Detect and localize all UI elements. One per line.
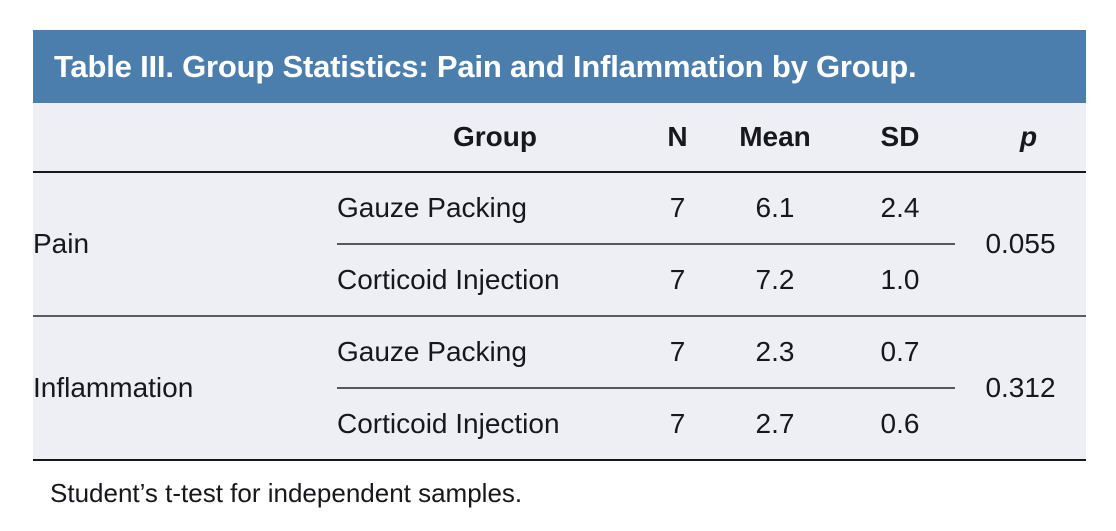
statistics-table-container: Table III. Group Statistics: Pain and In… [33, 30, 1086, 461]
category-cell-inflammation: Inflammation [33, 315, 337, 460]
column-header-group: Group [337, 103, 650, 173]
column-header-mean: Mean [705, 103, 845, 173]
n-cell: 7 [650, 387, 705, 460]
group-cell: Corticoid Injection [337, 243, 650, 316]
table-title: Table III. Group Statistics: Pain and In… [54, 48, 917, 84]
column-header-category [33, 103, 337, 173]
group-cell: Gauze Packing [337, 192, 527, 223]
group-cell: Corticoid Injection [337, 387, 650, 460]
n-cell: 7 [650, 243, 705, 316]
column-header-sd: SD [845, 103, 955, 173]
p-value-cell-pain: 0.055 [985, 228, 1056, 259]
group-statistics-table: Group N Mean SD p Pain Gauze Packing 7 6… [33, 103, 1086, 461]
mean-cell: 2.3 [705, 315, 845, 388]
column-header-n: N [650, 103, 705, 173]
n-cell: 7 [650, 315, 705, 388]
sd-cell: 1.0 [845, 243, 955, 316]
table-row-pain-corticoid: Corticoid Injection 7 7.2 1.0 [33, 243, 1086, 316]
category-cell-pain: Pain [33, 228, 90, 259]
table-footnote: Student’s t-test for independent samples… [50, 478, 523, 508]
group-cell: Gauze Packing [337, 315, 650, 388]
sd-cell: 2.4 [880, 192, 920, 223]
table-row-inflammation-gauze: Inflammation Gauze Packing 7 2.3 0.7 0.3… [33, 315, 1086, 460]
sd-cell: 0.7 [845, 315, 955, 388]
table-row-inflammation-corticoid: Corticoid Injection 7 2.7 0.6 [33, 387, 1086, 460]
sd-cell: 0.6 [845, 387, 955, 460]
table-title-bar: Table III. Group Statistics: Pain and In… [33, 30, 1086, 103]
n-cell: 7 [669, 192, 686, 223]
mean-cell: 7.2 [705, 243, 845, 316]
p-value-cell-inflammation: 0.312 [955, 315, 1086, 460]
mean-cell: 6.1 [755, 192, 795, 223]
column-header-row: Group N Mean SD p [33, 103, 1086, 173]
column-header-p: p [955, 103, 1086, 173]
table-row-pain-gauze: Pain Gauze Packing 7 6.1 2.4 0.055 [33, 172, 1086, 259]
mean-cell: 2.7 [705, 387, 845, 460]
